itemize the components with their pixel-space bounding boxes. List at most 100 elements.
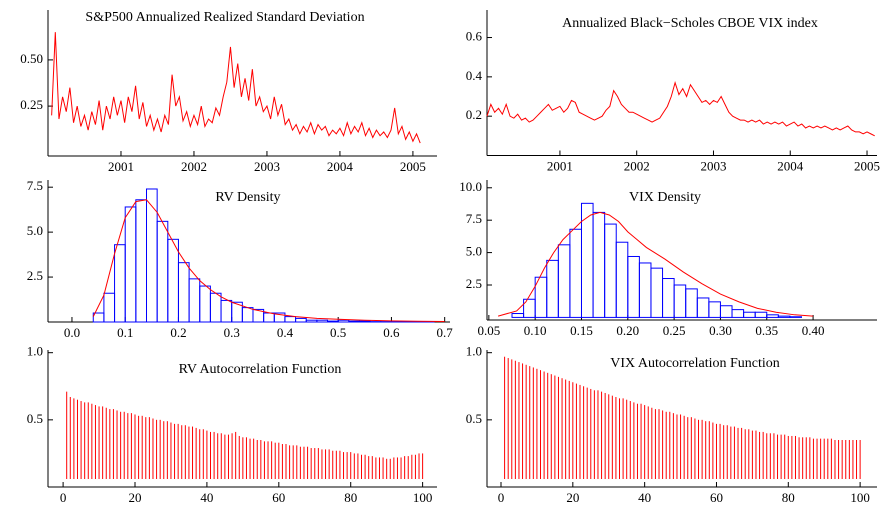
x-tick-label: 0.35: [755, 323, 778, 338]
panel-title: RV Autocorrelation Function: [179, 362, 342, 377]
x-tick-label: 2001: [547, 158, 573, 173]
y-tick-label: 1.0: [466, 344, 482, 359]
y-tick-label: 5.0: [27, 223, 43, 238]
x-tick-label: 0.05: [477, 323, 500, 338]
histogram-bar: [337, 319, 350, 323]
panel-title: RV Density: [215, 190, 280, 205]
x-tick-label: 20: [566, 490, 579, 505]
histogram-bar: [295, 317, 307, 323]
histogram-bar: [114, 244, 126, 323]
histogram-bar: [167, 238, 179, 323]
x-tick-label: 0.7: [437, 325, 454, 340]
y-tick-label: 2.5: [27, 268, 43, 283]
y-tick-label: 5.0: [466, 244, 482, 259]
y-tick-label: 1.0: [27, 344, 43, 359]
histogram-bar: [177, 262, 190, 323]
y-tick-label: 2.5: [466, 276, 482, 291]
histogram-bar: [220, 299, 233, 323]
histogram-bar: [731, 309, 745, 318]
histogram-bar: [777, 315, 791, 318]
panel-title: S&P500 Annualized Realized Standard Devi…: [85, 10, 364, 25]
x-tick-label: 2005: [400, 159, 426, 174]
x-tick-label: 60: [710, 490, 723, 505]
histogram-bar: [592, 211, 606, 318]
x-tick-label: 0.30: [709, 323, 732, 338]
histogram-bar: [615, 241, 629, 318]
x-tick-label: 0.3: [224, 325, 240, 340]
y-tick-label: 0.50: [20, 51, 43, 66]
density-curve: [497, 211, 814, 317]
x-tick-label: 2003: [254, 159, 280, 174]
histogram-bar: [557, 244, 571, 318]
histogram-bar: [305, 319, 318, 323]
x-tick-label: 80: [782, 490, 795, 505]
histogram-bar: [685, 288, 698, 318]
histogram-bar: [511, 313, 525, 318]
y-tick-label: 0.4: [466, 68, 483, 83]
histogram-bar: [358, 320, 371, 323]
panel-title: Annualized Black−Scholes CBOE VIX index: [562, 16, 818, 31]
x-tick-label: 40: [200, 490, 213, 505]
y-tick-label: 7.5: [27, 178, 43, 193]
histogram-bar: [284, 316, 297, 323]
histogram-bar: [263, 312, 275, 323]
x-tick-label: 0.15: [570, 323, 593, 338]
x-tick-label: 0.1: [117, 325, 133, 340]
x-tick-label: 40: [638, 490, 651, 505]
histogram-bar: [124, 206, 137, 323]
x-tick-label: 100: [850, 490, 870, 505]
histogram-bar: [719, 305, 733, 318]
histogram-bar: [789, 316, 803, 318]
histogram-bar: [316, 319, 329, 323]
histogram-bar: [546, 259, 559, 318]
x-tick-label: 0.0: [64, 325, 80, 340]
x-tick-label: 80: [344, 490, 357, 505]
x-tick-label: 0.40: [802, 323, 825, 338]
histogram-bar: [348, 320, 360, 323]
histogram-bar: [569, 228, 582, 318]
y-tick-label: 0.5: [27, 411, 43, 426]
series-line: [51, 32, 421, 144]
x-tick-label: 0: [498, 490, 505, 505]
x-tick-label: 20: [129, 490, 142, 505]
histogram-bar: [135, 199, 148, 323]
histogram-bar: [638, 262, 652, 318]
x-tick-label: 0: [60, 490, 67, 505]
x-tick-label: 2003: [700, 158, 726, 173]
histogram-bar: [650, 267, 664, 318]
x-tick-label: 60: [272, 490, 285, 505]
histogram-bar: [188, 278, 201, 323]
y-tick-label: 0.25: [20, 97, 43, 112]
density-curve: [92, 199, 445, 322]
histogram-bar: [103, 292, 116, 323]
panel-title: VIX Density: [629, 190, 701, 205]
histogram-bar: [673, 284, 687, 318]
x-tick-label: 0.2: [170, 325, 186, 340]
x-tick-label: 0.6: [383, 325, 400, 340]
histogram-bar: [743, 311, 756, 318]
x-tick-label: 2005: [854, 158, 880, 173]
x-tick-label: 2001: [108, 159, 134, 174]
histogram-bar: [241, 307, 254, 323]
histogram-bar: [708, 301, 721, 318]
x-tick-label: 100: [413, 490, 433, 505]
series-line: [486, 81, 875, 137]
x-tick-label: 2004: [777, 158, 804, 173]
histogram-bar: [696, 297, 710, 318]
x-tick-label: 0.10: [524, 323, 547, 338]
x-tick-label: 0.20: [616, 323, 639, 338]
histogram-bar: [146, 188, 158, 323]
histogram-bar: [662, 278, 675, 318]
x-tick-label: 2004: [327, 159, 354, 174]
panel-title: VIX Autocorrelation Function: [610, 356, 780, 371]
y-tick-label: 7.5: [466, 211, 482, 226]
histogram-bar: [327, 320, 339, 323]
histogram-bar: [199, 285, 211, 323]
histogram-bar: [604, 223, 617, 318]
x-tick-label: 0.4: [277, 325, 294, 340]
x-tick-label: 0.25: [663, 323, 686, 338]
x-tick-label: 2002: [624, 158, 650, 173]
x-tick-label: 0.5: [330, 325, 346, 340]
